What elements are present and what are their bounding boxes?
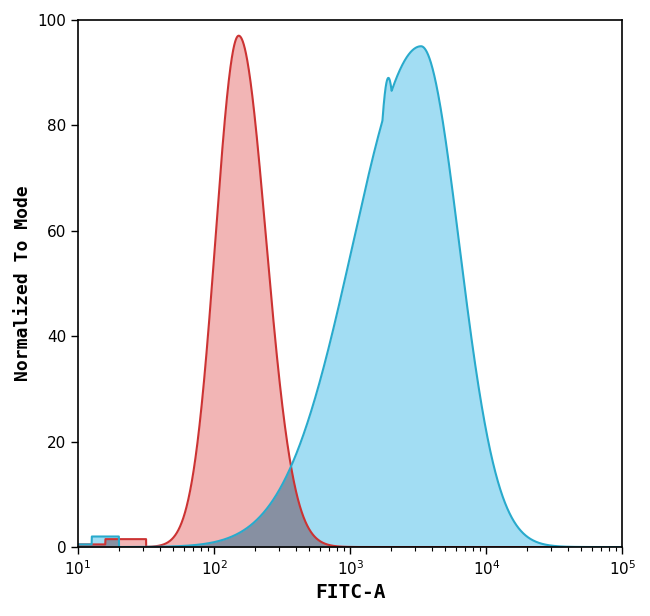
X-axis label: FITC-A: FITC-A [315,583,385,602]
Y-axis label: Normalized To Mode: Normalized To Mode [14,185,32,381]
